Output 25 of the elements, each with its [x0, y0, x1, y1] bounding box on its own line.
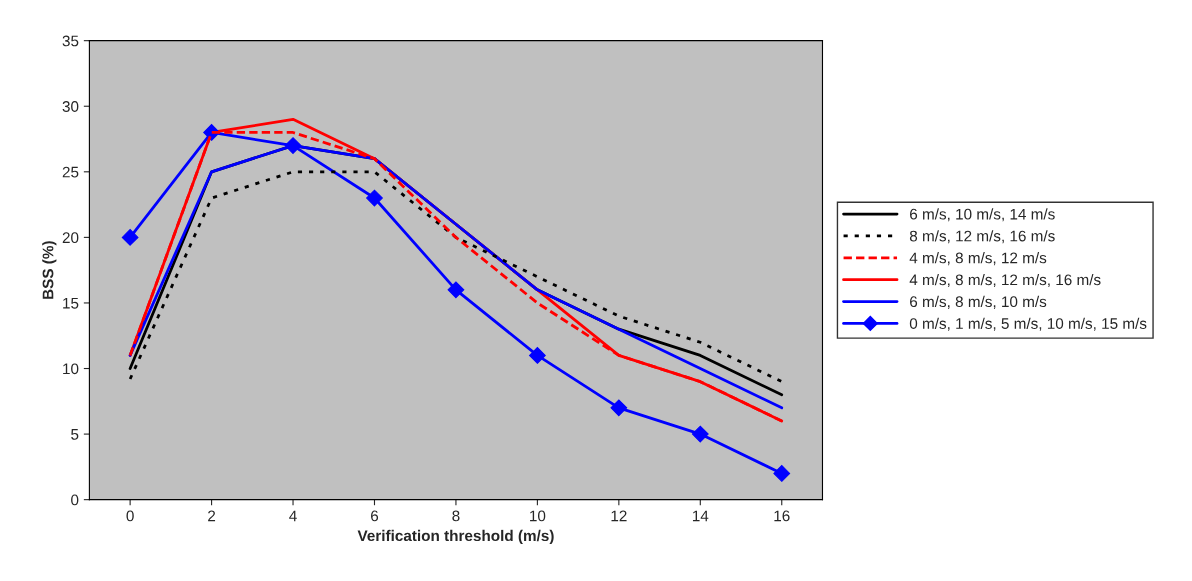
x-tick-label: 8	[452, 510, 460, 522]
x-tick-label: 12	[611, 510, 627, 522]
x-tick-label: 10	[530, 510, 546, 522]
y-tick-label: 15	[63, 297, 79, 309]
y-tick-label: 30	[62, 101, 79, 112]
y-tick-label: 10	[63, 363, 79, 375]
x-tick-label: 6	[371, 510, 379, 522]
x-tick-label: 4	[289, 510, 297, 522]
legend-label: 4 m/s, 8 m/s, 12 m/s	[909, 252, 1047, 266]
legend-label: 4 m/s, 8 m/s, 12 m/s, 16 m/s	[909, 273, 1101, 288]
x-tick-label: 2	[208, 510, 216, 522]
x-axis-title: Verification threshold (m/s)	[357, 529, 554, 545]
y-tick-label: 0	[71, 494, 79, 506]
legend-label: 6 m/s, 10 m/s, 14 m/s	[910, 208, 1055, 222]
x-tick-label: 14	[692, 510, 709, 522]
y-tick-label: 35	[62, 35, 79, 47]
x-tick-label: 0	[126, 510, 134, 522]
y-tick-label: 20	[62, 232, 79, 244]
legend-label: 0 m/s, 1 m/s, 5 m/s, 10 m/s, 15 m/s	[909, 317, 1147, 331]
legend-label: 6 m/s, 8 m/s, 10 m/s	[910, 295, 1047, 309]
legend-label: 8 m/s, 12 m/s, 16 m/s	[909, 230, 1055, 244]
y-axis-title: BSS (%)	[42, 241, 57, 299]
x-tick-label: 16	[774, 510, 790, 522]
y-tick-label: 25	[62, 166, 79, 178]
y-tick-label: 5	[71, 429, 79, 440]
